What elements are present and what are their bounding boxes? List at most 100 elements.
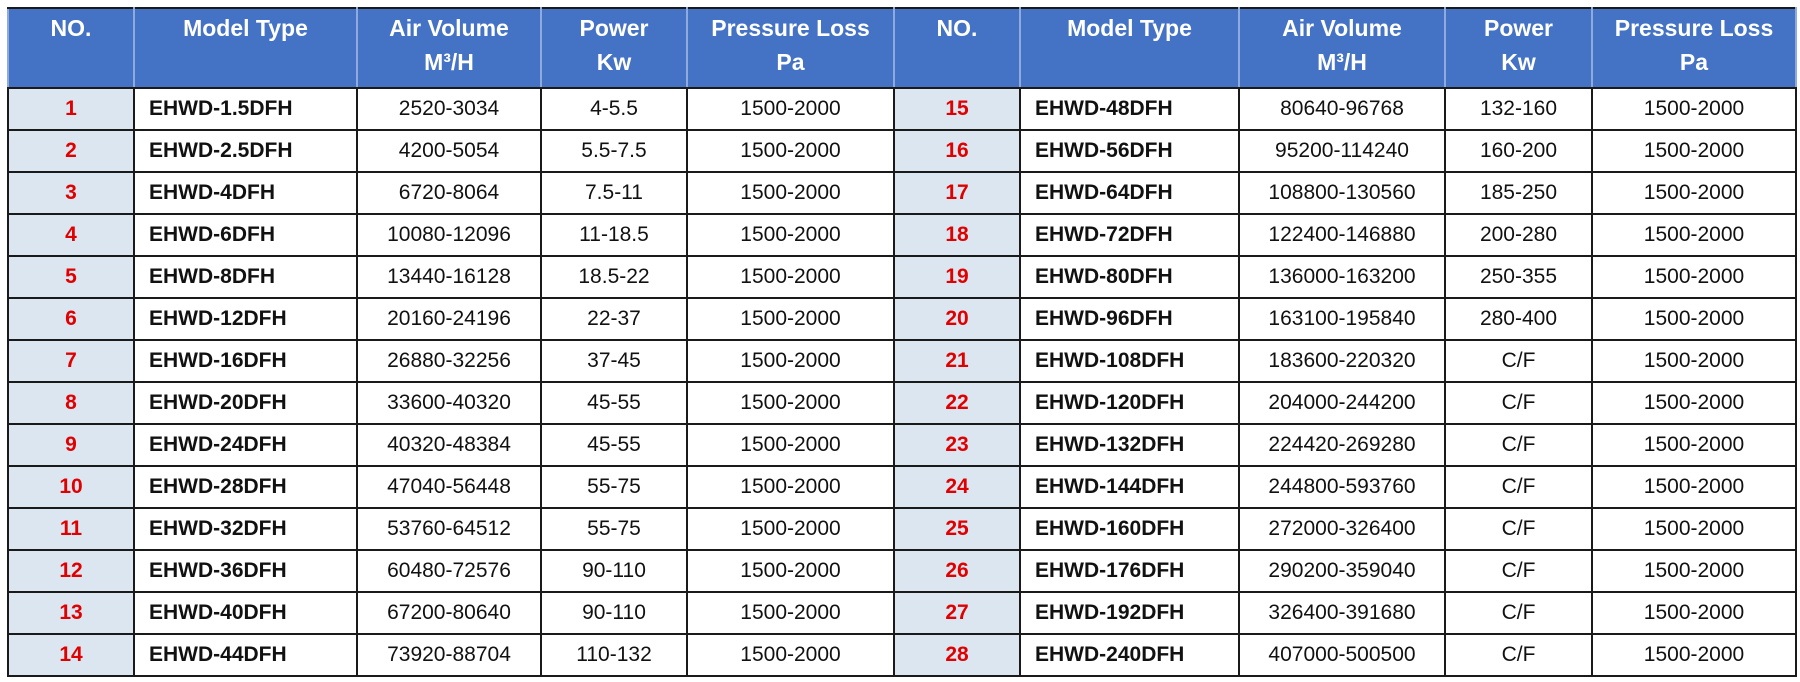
power-cell: C/F [1444, 633, 1593, 677]
model-cell: EHWD-12DFH [133, 297, 358, 341]
model-cell: EHWD-108DFH [1019, 339, 1240, 383]
pressure-cell: 1500-2000 [1591, 87, 1797, 131]
no-cell: 12 [7, 549, 135, 593]
model-cell: EHWD-72DFH [1019, 213, 1240, 257]
header-cell: Air Volume M³/H [356, 7, 542, 89]
header-text: Pressure Loss [1614, 15, 1774, 41]
no-cell: 19 [893, 255, 1021, 299]
air-cell: 290200-359040 [1238, 549, 1446, 593]
pressure-cell: 1500-2000 [1591, 591, 1797, 635]
table-row: 11 EHWD-32DFH 53760-64512 55-75 1500-2000 25 E… [7, 507, 1797, 551]
model-cell: EHWD-44DFH [133, 633, 358, 677]
power-cell: 160-200 [1444, 129, 1593, 173]
header-cell: Air Volume M³/H [1238, 7, 1446, 89]
power-cell: 90-110 [540, 549, 688, 593]
power-cell: 45-55 [540, 381, 688, 425]
power-cell: 45-55 [540, 423, 688, 467]
pressure-cell: 1500-2000 [686, 171, 895, 215]
model-cell: EHWD-36DFH [133, 549, 358, 593]
model-cell: EHWD-1.5DFH [133, 87, 358, 131]
air-cell: 108800-130560 [1238, 171, 1446, 215]
no-cell: 23 [893, 423, 1021, 467]
model-cell: EHWD-8DFH [133, 255, 358, 299]
header-cell: NO. [893, 7, 1021, 89]
pressure-cell: 1500-2000 [686, 213, 895, 257]
no-cell: 26 [893, 549, 1021, 593]
header-cell: NO. [7, 7, 135, 89]
no-cell: 10 [7, 465, 135, 509]
model-cell: EHWD-20DFH [133, 381, 358, 425]
model-cell: EHWD-132DFH [1019, 423, 1240, 467]
table-row: 9 EHWD-24DFH 40320-48384 45-55 1500-2000 23 EH… [7, 423, 1797, 467]
model-cell: EHWD-240DFH [1019, 633, 1240, 677]
power-cell: 18.5-22 [540, 255, 688, 299]
air-cell: 4200-5054 [356, 129, 542, 173]
table-row: 7 EHWD-16DFH 26880-32256 37-45 1500-2000 21 EH… [7, 339, 1797, 383]
header-text: Kw [596, 49, 632, 75]
no-cell: 21 [893, 339, 1021, 383]
pressure-cell: 1500-2000 [686, 255, 895, 299]
header-text: Kw [1501, 49, 1536, 75]
pressure-cell: 1500-2000 [1591, 423, 1797, 467]
air-cell: 60480-72576 [356, 549, 542, 593]
power-cell: 4-5.5 [540, 87, 688, 131]
no-cell: 5 [7, 255, 135, 299]
table-body: 1 EHWD-1.5DFH 2520-3034 4-5.5 1500-2000 15 EHW… [7, 87, 1797, 677]
model-cell: EHWD-4DFH [133, 171, 358, 215]
no-cell: 17 [893, 171, 1021, 215]
table-row: 13 EHWD-40DFH 67200-80640 90-110 1500-2000 27… [7, 591, 1797, 635]
model-cell: EHWD-96DFH [1019, 297, 1240, 341]
table-row: 8 EHWD-20DFH 33600-40320 45-55 1500-2000 22 EH… [7, 381, 1797, 425]
air-cell: 122400-146880 [1238, 213, 1446, 257]
pressure-cell: 1500-2000 [686, 339, 895, 383]
power-cell: 250-355 [1444, 255, 1593, 299]
air-cell: 272000-326400 [1238, 507, 1446, 551]
header-text: Pressure Loss [711, 15, 870, 41]
no-cell: 9 [7, 423, 135, 467]
model-cell: EHWD-56DFH [1019, 129, 1240, 173]
power-cell: 280-400 [1444, 297, 1593, 341]
header-cell: Model Type [1019, 7, 1240, 89]
header-text: M³/H [1317, 49, 1367, 75]
table-row: 10 EHWD-28DFH 47040-56448 55-75 1500-2000 24 E… [7, 465, 1797, 509]
pressure-cell: 1500-2000 [1591, 171, 1797, 215]
no-cell: 27 [893, 591, 1021, 635]
no-cell: 20 [893, 297, 1021, 341]
pressure-cell: 1500-2000 [686, 633, 895, 677]
spec-table: NO. Model Type Air Volume M³/H Power Kw Pressu… [7, 7, 1797, 677]
table-row: 12 EHWD-36DFH 60480-72576 90-110 1500-2000 26… [7, 549, 1797, 593]
pressure-cell: 1500-2000 [1591, 549, 1797, 593]
model-cell: EHWD-2.5DFH [133, 129, 358, 173]
no-cell: 8 [7, 381, 135, 425]
table-row: 1 EHWD-1.5DFH 2520-3034 4-5.5 1500-2000 15 EHW… [7, 87, 1797, 131]
air-cell: 13440-16128 [356, 255, 542, 299]
pressure-cell: 1500-2000 [686, 297, 895, 341]
header-text: NO. [936, 15, 978, 41]
header-text: Air Volume [389, 15, 509, 41]
no-cell: 4 [7, 213, 135, 257]
power-cell: 185-250 [1444, 171, 1593, 215]
model-cell: EHWD-144DFH [1019, 465, 1240, 509]
header-text: NO. [50, 15, 92, 41]
air-cell: 26880-32256 [356, 339, 542, 383]
model-cell: EHWD-176DFH [1019, 549, 1240, 593]
power-cell: C/F [1444, 381, 1593, 425]
power-cell: 7.5-11 [540, 171, 688, 215]
model-cell: EHWD-32DFH [133, 507, 358, 551]
model-cell: EHWD-160DFH [1019, 507, 1240, 551]
power-cell: C/F [1444, 549, 1593, 593]
header-text: Pa [776, 49, 805, 75]
air-cell: 326400-391680 [1238, 591, 1446, 635]
pressure-cell: 1500-2000 [686, 549, 895, 593]
pressure-cell: 1500-2000 [686, 591, 895, 635]
header-text: Model Type [183, 15, 308, 41]
header-cell: Power Kw [1444, 7, 1593, 89]
pressure-cell: 1500-2000 [686, 423, 895, 467]
air-cell: 80640-96768 [1238, 87, 1446, 131]
power-cell: 132-160 [1444, 87, 1593, 131]
no-cell: 18 [893, 213, 1021, 257]
table-row: 3 EHWD-4DFH 6720-8064 7.5-11 1500-2000 17 EHWD… [7, 171, 1797, 215]
pressure-cell: 1500-2000 [686, 381, 895, 425]
model-cell: EHWD-40DFH [133, 591, 358, 635]
